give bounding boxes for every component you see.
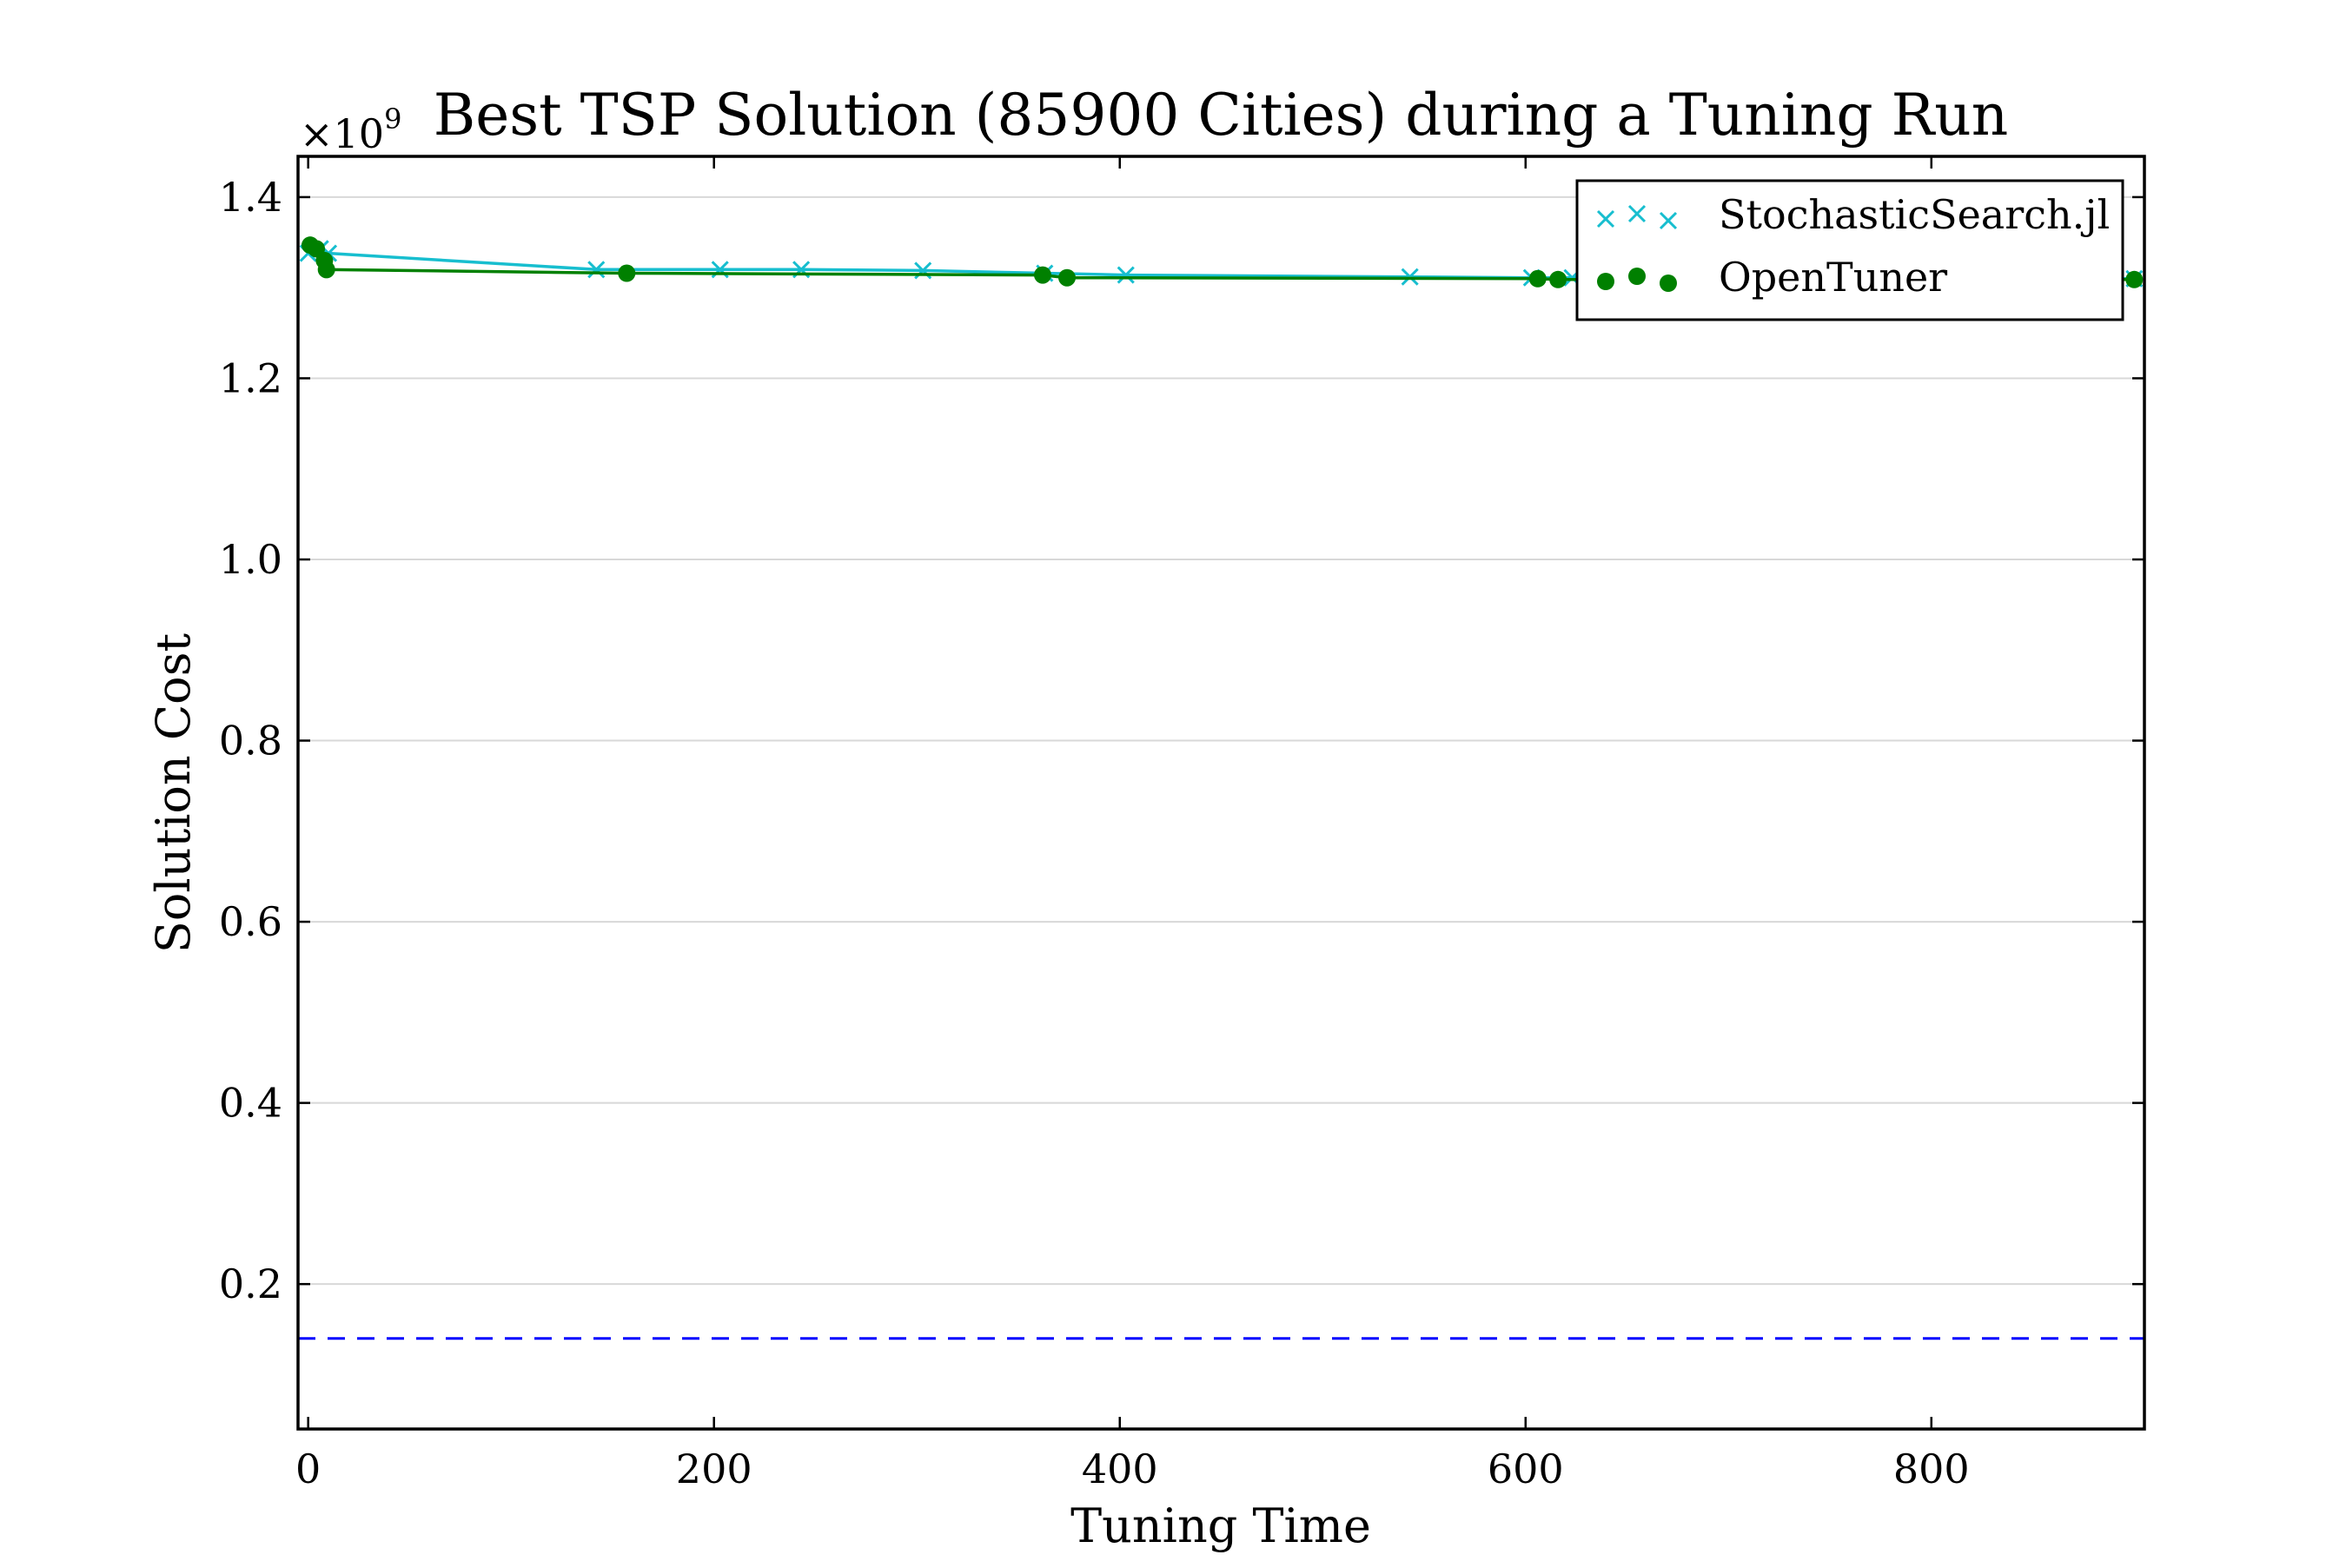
opentuner-point [2125, 270, 2144, 288]
y-tick-label: 0.8 [219, 718, 282, 764]
legend: StochasticSearch.jl OpenTuner [1575, 179, 2124, 321]
x-tick-label: 400 [1082, 1446, 1158, 1492]
stochasticsearch-point [1117, 266, 1135, 284]
y-multiplier-base: ×10 [300, 110, 384, 157]
opentuner-point [317, 261, 335, 279]
opentuner-point [1549, 270, 1567, 288]
marker-stroke [587, 261, 606, 279]
y-tick-label: 1.0 [219, 536, 282, 583]
legend-label-opentuner: OpenTuner [1719, 254, 1947, 301]
legend-box [1575, 179, 2124, 321]
legend-label-stochasticsearch: StochasticSearch.jl [1719, 191, 2110, 238]
marker-stroke [1117, 266, 1135, 284]
stochasticsearch-point [587, 261, 606, 279]
marker-stroke [1596, 209, 1615, 228]
y-tick-label: 0.6 [219, 898, 282, 945]
legend-marker-x [1659, 211, 1678, 230]
opentuner-point [1034, 266, 1052, 284]
stochasticsearch-point [1401, 268, 1419, 286]
legend-marker-dot [1660, 275, 1677, 292]
legend-marker-dot [1628, 268, 1646, 285]
y-multiplier: ×109 [300, 103, 401, 157]
grid-layer [298, 195, 2144, 1286]
y-multiplier-exponent: 9 [384, 103, 401, 136]
y-axis-label: Solution Cost [146, 633, 201, 954]
plot-frame [296, 155, 2146, 1431]
x-tick-label: 200 [676, 1446, 752, 1492]
legend-markers-stochasticsearch [1596, 204, 1678, 230]
legend-marker-x [1596, 209, 1615, 228]
tick-layer: 0.2 0.4 0.6 0.8 1.0 1.2 1.4 0 200 400 600 800 [219, 156, 2144, 1492]
y-tick-label: 0.4 [219, 1080, 282, 1127]
chart-title: Best TSP Solution (85900 Cities) during … [434, 82, 2009, 149]
marker-stroke [1659, 211, 1678, 230]
series-layer [298, 236, 2144, 1340]
y-tick-label: 1.4 [219, 174, 282, 221]
opentuner-point [1058, 268, 1077, 287]
x-tick-label: 800 [1893, 1446, 1970, 1492]
legend-markers-opentuner [1597, 268, 1677, 292]
marker-stroke [1401, 268, 1419, 286]
x-tick-label: 600 [1488, 1446, 1564, 1492]
opentuner-point [1528, 269, 1547, 288]
x-axis-label: Tuning Time [1070, 1499, 1371, 1553]
x-tick-label: 0 [295, 1446, 321, 1492]
opentuner-point [618, 264, 636, 282]
legend-marker-x [1627, 204, 1647, 223]
y-tick-label: 1.2 [219, 354, 282, 401]
y-tick-label: 0.2 [219, 1260, 282, 1307]
legend-marker-dot [1597, 273, 1614, 290]
marker-stroke [1627, 204, 1647, 223]
